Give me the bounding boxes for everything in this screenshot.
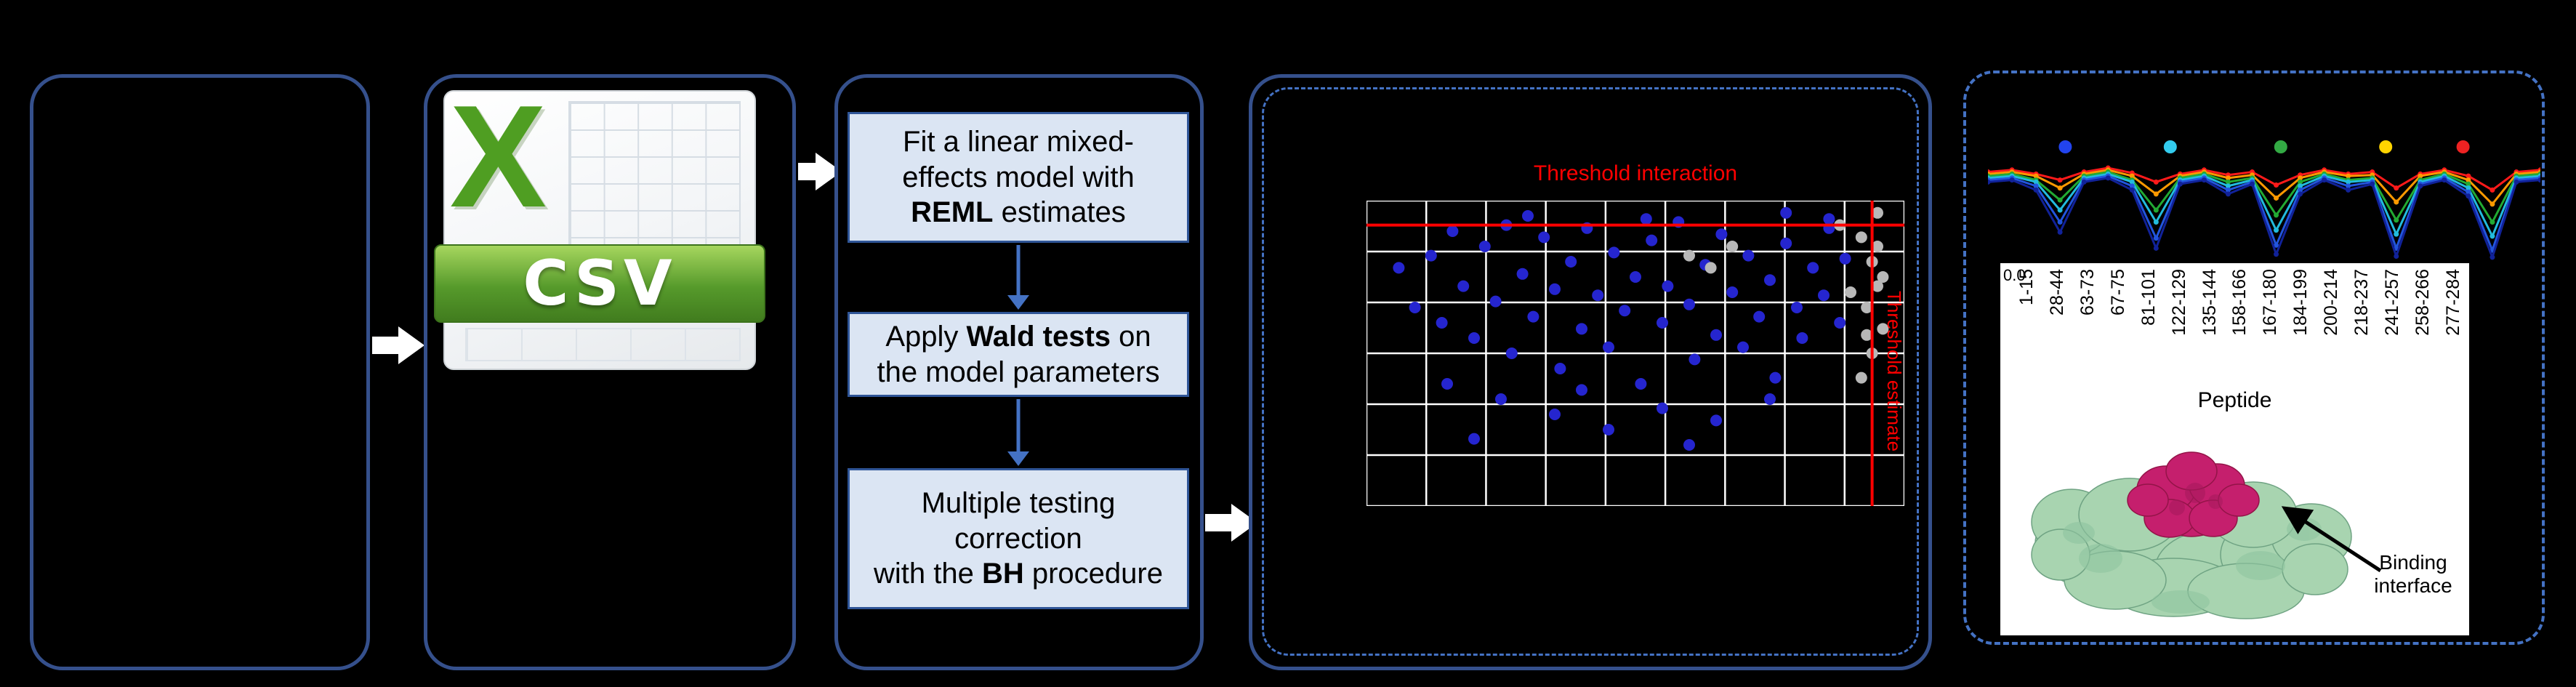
peptide-tick-label: 258-266 (2412, 269, 2433, 336)
csv-spreadsheet-grid-bottom (465, 328, 741, 362)
arrow-shaft (1205, 514, 1233, 531)
step-bh-text: Multiple testing correction with the BH … (874, 486, 1163, 592)
peptide-tick-label: 28-44 (2046, 269, 2067, 316)
step-text: on the model parameters (877, 320, 1160, 388)
peptide-tick-label: 241-257 (2382, 269, 2403, 336)
binding-interface-label: Binding interface (2374, 551, 2452, 598)
panel-scatter (1249, 74, 1932, 670)
arrow-shaft (798, 163, 817, 180)
step-wald-box: Apply Wald tests on the model parameters (848, 312, 1189, 397)
peptide-tick-label: 158-166 (2229, 269, 2250, 336)
arrow-step2-to-step3 (1006, 399, 1031, 466)
protein-structure-image (2031, 451, 2352, 619)
panel-visualization (1963, 71, 2545, 645)
arrow-step1-to-step2 (1006, 245, 1031, 310)
peptide-tick-label: 200-214 (2321, 269, 2342, 336)
arrow-input-to-csv (372, 326, 424, 364)
step-bh-box: Multiple testing correction with the BH … (848, 468, 1189, 609)
step-reml-text: Fit a linear mixed- effects model with R… (902, 124, 1134, 230)
peptide-tick-label: 184-199 (2290, 269, 2311, 336)
panel-input (30, 74, 370, 670)
peptide-tick-label: 277-284 (2442, 269, 2463, 336)
step-reml-box: Fit a linear mixed- effects model with R… (848, 112, 1189, 243)
csv-spreadsheet-grid (568, 101, 741, 256)
uptake-line-chart (1988, 140, 2540, 260)
binding-interface-arrow (2281, 506, 2382, 573)
step-text-bold: REML (911, 196, 994, 229)
peptide-tick-label: 1-15 (2016, 269, 2037, 306)
arrow-head-icon (1007, 451, 1029, 466)
peptide-axis-labels: 1-15 28-44 63-73 67-75 81-101 122-129 135-144 1… (2016, 269, 2463, 384)
step-wald-text: Apply Wald tests on the model parameters (877, 319, 1159, 390)
arrow-head-icon (398, 326, 424, 364)
scatter-title: Threshold interaction (1533, 161, 1738, 185)
peptide-tick-label: 167-180 (2260, 269, 2281, 336)
peptide-tick-label: 135-144 (2199, 269, 2220, 336)
step-text: estimates (993, 196, 1126, 229)
step-text-bold: Wald tests (966, 320, 1111, 353)
uptake-ytick: 0.0 (2003, 266, 2026, 284)
csv-file-icon: X CSV (434, 76, 765, 370)
peptide-tick-label: 67-75 (2107, 269, 2128, 316)
excel-x-logo: X (449, 75, 547, 238)
panel-scatter-dashed-border (1262, 87, 1919, 656)
step-text: procedure (1023, 558, 1163, 590)
peptide-tick-label: 81-101 (2138, 269, 2159, 326)
step-text-bold: BH (981, 558, 1024, 590)
step-text: Fit a linear mixed- effects model with (902, 125, 1135, 193)
peptide-axis-title: Peptide (2197, 388, 2272, 412)
arrow-shaft (1016, 245, 1021, 297)
step-text: Apply (885, 320, 967, 353)
peptide-tick-label: 63-73 (2077, 269, 2098, 316)
arrow-shaft (1016, 399, 1021, 453)
scatter-threshold-estimate-label: Threshold estimate (1883, 291, 1905, 452)
peptide-tick-label: 218-237 (2351, 269, 2372, 336)
step-text: Multiple testing correction with the (874, 486, 1116, 590)
peptide-tick-label: 122-129 (2168, 269, 2189, 336)
arrow-head-icon (1007, 295, 1029, 310)
arrow-shaft (372, 337, 400, 354)
csv-banner-label: CSV (523, 246, 677, 320)
threshold-scatter-plot (1367, 201, 1904, 506)
csv-banner: CSV (434, 244, 765, 323)
